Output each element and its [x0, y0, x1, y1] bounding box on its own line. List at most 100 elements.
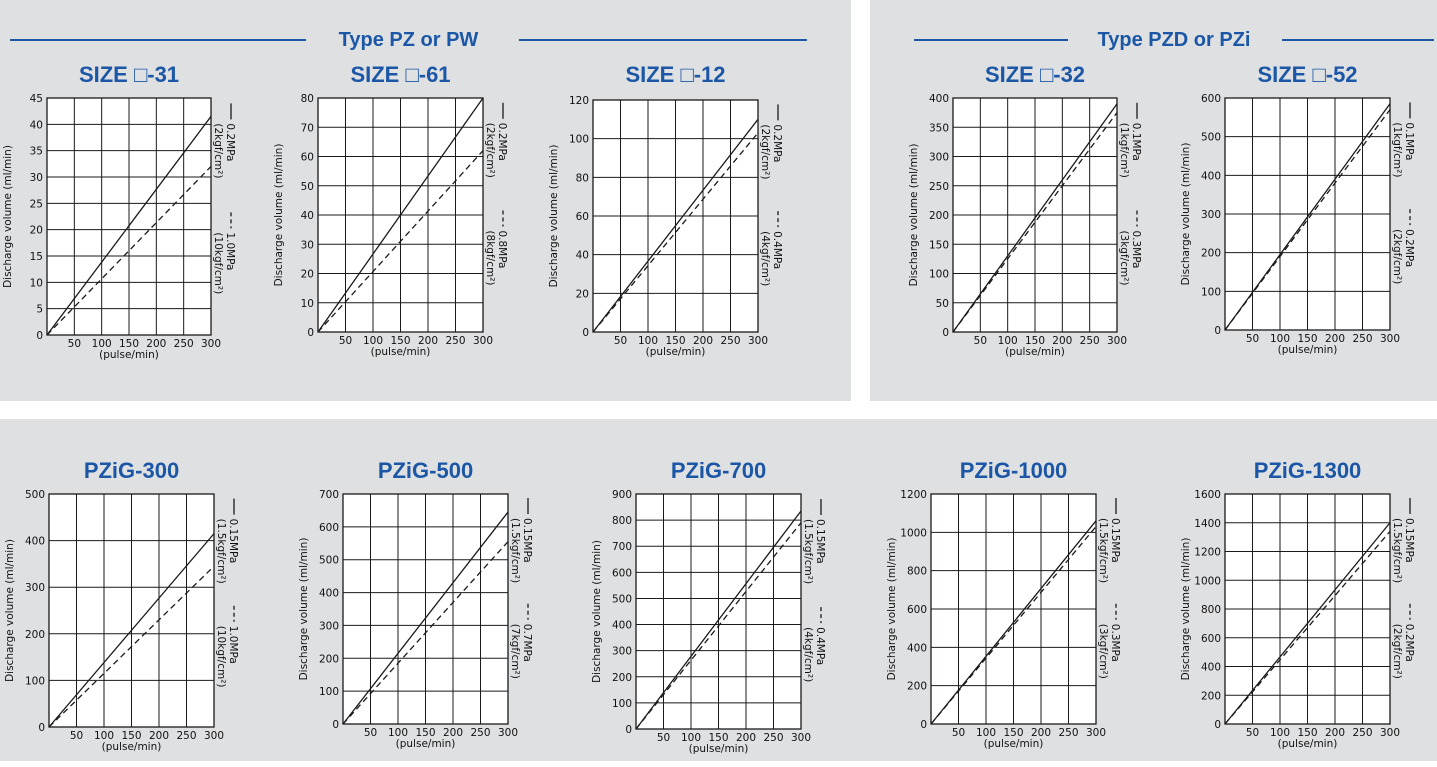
legend-label-pressure: 0.7MPa [521, 624, 533, 662]
y-tick-label: 600 [1201, 633, 1221, 645]
series-line-solid [1224, 103, 1391, 331]
group-header-pzd: Type PZD or PZi [914, 28, 1434, 52]
x-tick-label: 50 [364, 727, 377, 739]
y-tick-label: 500 [612, 593, 632, 605]
x-tick-label: 50 [1246, 727, 1259, 739]
legend-label-unit: (2kgf/cm²) [1391, 229, 1403, 284]
chart-title: SIZE □-61 [350, 62, 451, 87]
y-tick-label: 20 [576, 288, 589, 300]
y-tick-label: 45 [30, 93, 43, 105]
chart-7: 50 100 150 200 250 300 0 100 200 300 400 500 600 700 8… [591, 489, 826, 755]
y-tick-label: 80 [576, 172, 589, 184]
y-tick-label: 0 [1214, 719, 1221, 731]
y-tick-label: 10 [301, 298, 314, 310]
plot-frame [635, 493, 802, 730]
y-tick-label: 1400 [1194, 518, 1221, 530]
group-title-pzd: Type PZD or PZi [1097, 29, 1251, 51]
series-line-dashed [46, 166, 212, 336]
x-axis-label: (pulse/min) [1278, 738, 1338, 750]
header-rule-left [10, 39, 306, 41]
y-tick-label: 300 [929, 152, 949, 164]
x-tick-label: 150 [665, 335, 685, 347]
legend-entry: 0.3MPa(3kgf/cm²) [1097, 603, 1121, 679]
y-tick-label: 200 [319, 653, 339, 665]
y-tick-label: 35 [30, 146, 43, 158]
y-tick-label: 30 [301, 239, 314, 251]
y-tick-label: 25 [30, 198, 43, 210]
legend-entry: 0.2MPa(2kgf/cm²) [212, 103, 236, 178]
y-tick-label: 10 [30, 277, 43, 289]
y-tick-label: 0 [942, 327, 949, 339]
legend-label-unit: (3kgf/cm²) [1118, 230, 1130, 285]
legend-label-unit: (1kgf/cm²) [1118, 123, 1130, 178]
legend-label-unit: (10kgf/cm²) [212, 232, 224, 294]
y-axis-label: Discharge volume (ml/min) [548, 145, 560, 288]
series-line-solid [952, 103, 1118, 333]
plot-frame [930, 493, 1097, 725]
chart-0: 50 100 150 200 250 300 0 5 10 15 20 25 30 35 40 45 (puls… [2, 93, 236, 361]
legend-label-pressure: 0.3MPa [1130, 230, 1142, 268]
legend-label-pressure: 0.2MPa [224, 123, 236, 161]
x-axis-label: (pulse/min) [1278, 344, 1338, 356]
series-line-dashed [930, 526, 1097, 725]
x-tick-label: 300 [1380, 727, 1400, 739]
legend-entry: 0.2MPa(2kgf/cm²) [484, 102, 508, 178]
plot-area: 50 100 150 200 250 300 0 100 200 300 400 500 600 (pul… [1180, 93, 1415, 356]
legend-entry: 0.8MPa(8kgf/cm²) [484, 210, 508, 286]
x-tick-label: 300 [791, 732, 811, 744]
plot-area: 50 100 150 200 250 300 0 50 100 150 200 250 300 350 40… [908, 93, 1142, 358]
legend-entry: 0.15MPa(1.5kgf/cm²) [1391, 498, 1415, 583]
legend-entry: 0.7MPa(7kgf/cm²) [509, 603, 533, 679]
plot-frame [46, 97, 212, 336]
y-tick-label: 0 [582, 327, 589, 339]
y-tick-label: 100 [25, 675, 45, 687]
x-tick-label: 250 [445, 335, 465, 347]
y-tick-label: 900 [612, 489, 632, 501]
x-tick-label: 200 [418, 335, 438, 347]
y-tick-label: 600 [1201, 93, 1221, 105]
series-line-solid [1224, 522, 1391, 725]
x-tick-label: 200 [736, 732, 756, 744]
y-tick-label: 800 [1201, 604, 1221, 616]
legend-label-unit: (2kgf/cm²) [1391, 624, 1403, 679]
legend-entry: 1.0MPa(10kgf/cm²) [212, 212, 236, 294]
y-tick-label: 400 [612, 620, 632, 632]
x-tick-label: 100 [998, 335, 1018, 347]
x-tick-label: 150 [121, 730, 141, 742]
x-tick-label: 50 [657, 732, 670, 744]
plot-frame [592, 99, 759, 333]
legend-entry: 0.4MPa(4kgf/cm²) [759, 211, 783, 286]
y-tick-label: 150 [929, 239, 949, 251]
legend-label-pressure: 0.2MPa [496, 123, 508, 161]
chart-2: 50 100 150 200 250 300 0 20 40 60 80 100 120 (pulse/m… [548, 95, 783, 358]
legend-entry: 0.2MPa(2kgf/cm²) [1391, 209, 1415, 284]
legend-label-unit: (1.5kgf/cm²) [1391, 518, 1403, 583]
x-tick-label: 50 [952, 727, 965, 739]
plot-area: 50 100 150 200 250 300 0 100 200 300 400 500 600 700 8… [591, 489, 826, 755]
x-tick-label: 50 [70, 730, 83, 742]
y-tick-label: 1600 [1194, 489, 1221, 501]
legend-label-pressure: 0.15MPa [227, 519, 239, 564]
y-tick-label: 1200 [900, 489, 927, 501]
chart-5: 50 100 150 200 250 300 0 100 200 300 400 500 (pulse/… [4, 489, 239, 753]
y-tick-label: 0 [36, 330, 43, 342]
x-tick-label: 300 [1086, 727, 1106, 739]
y-tick-label: 800 [907, 566, 927, 578]
group-header-pz: Type PZ or PW [10, 28, 807, 52]
legend-entry: 0.2MPa(2kgf/cm²) [1391, 603, 1415, 679]
chart-6: 50 100 150 200 250 300 0 100 200 300 400 500 600 700 (… [298, 489, 533, 750]
legend-label-unit: (2kgf/cm²) [759, 124, 771, 179]
group-title-pz: Type PZ or PW [338, 29, 479, 51]
y-tick-label: 100 [1201, 286, 1221, 298]
x-tick-label: 150 [1297, 727, 1317, 739]
plot-frame [1224, 493, 1391, 725]
y-tick-label: 200 [929, 210, 949, 222]
legend-entry: 0.3MPa(3kgf/cm²) [1118, 210, 1142, 286]
y-tick-label: 100 [569, 134, 589, 146]
x-tick-label: 100 [94, 730, 114, 742]
x-tick-label: 100 [1270, 333, 1290, 345]
x-tick-label: 50 [68, 338, 81, 350]
chart-4: 50 100 150 200 250 300 0 100 200 300 400 500 600 (pul… [1180, 93, 1415, 356]
chart-title: SIZE □-12 [625, 62, 726, 87]
y-tick-label: 0 [625, 724, 632, 736]
